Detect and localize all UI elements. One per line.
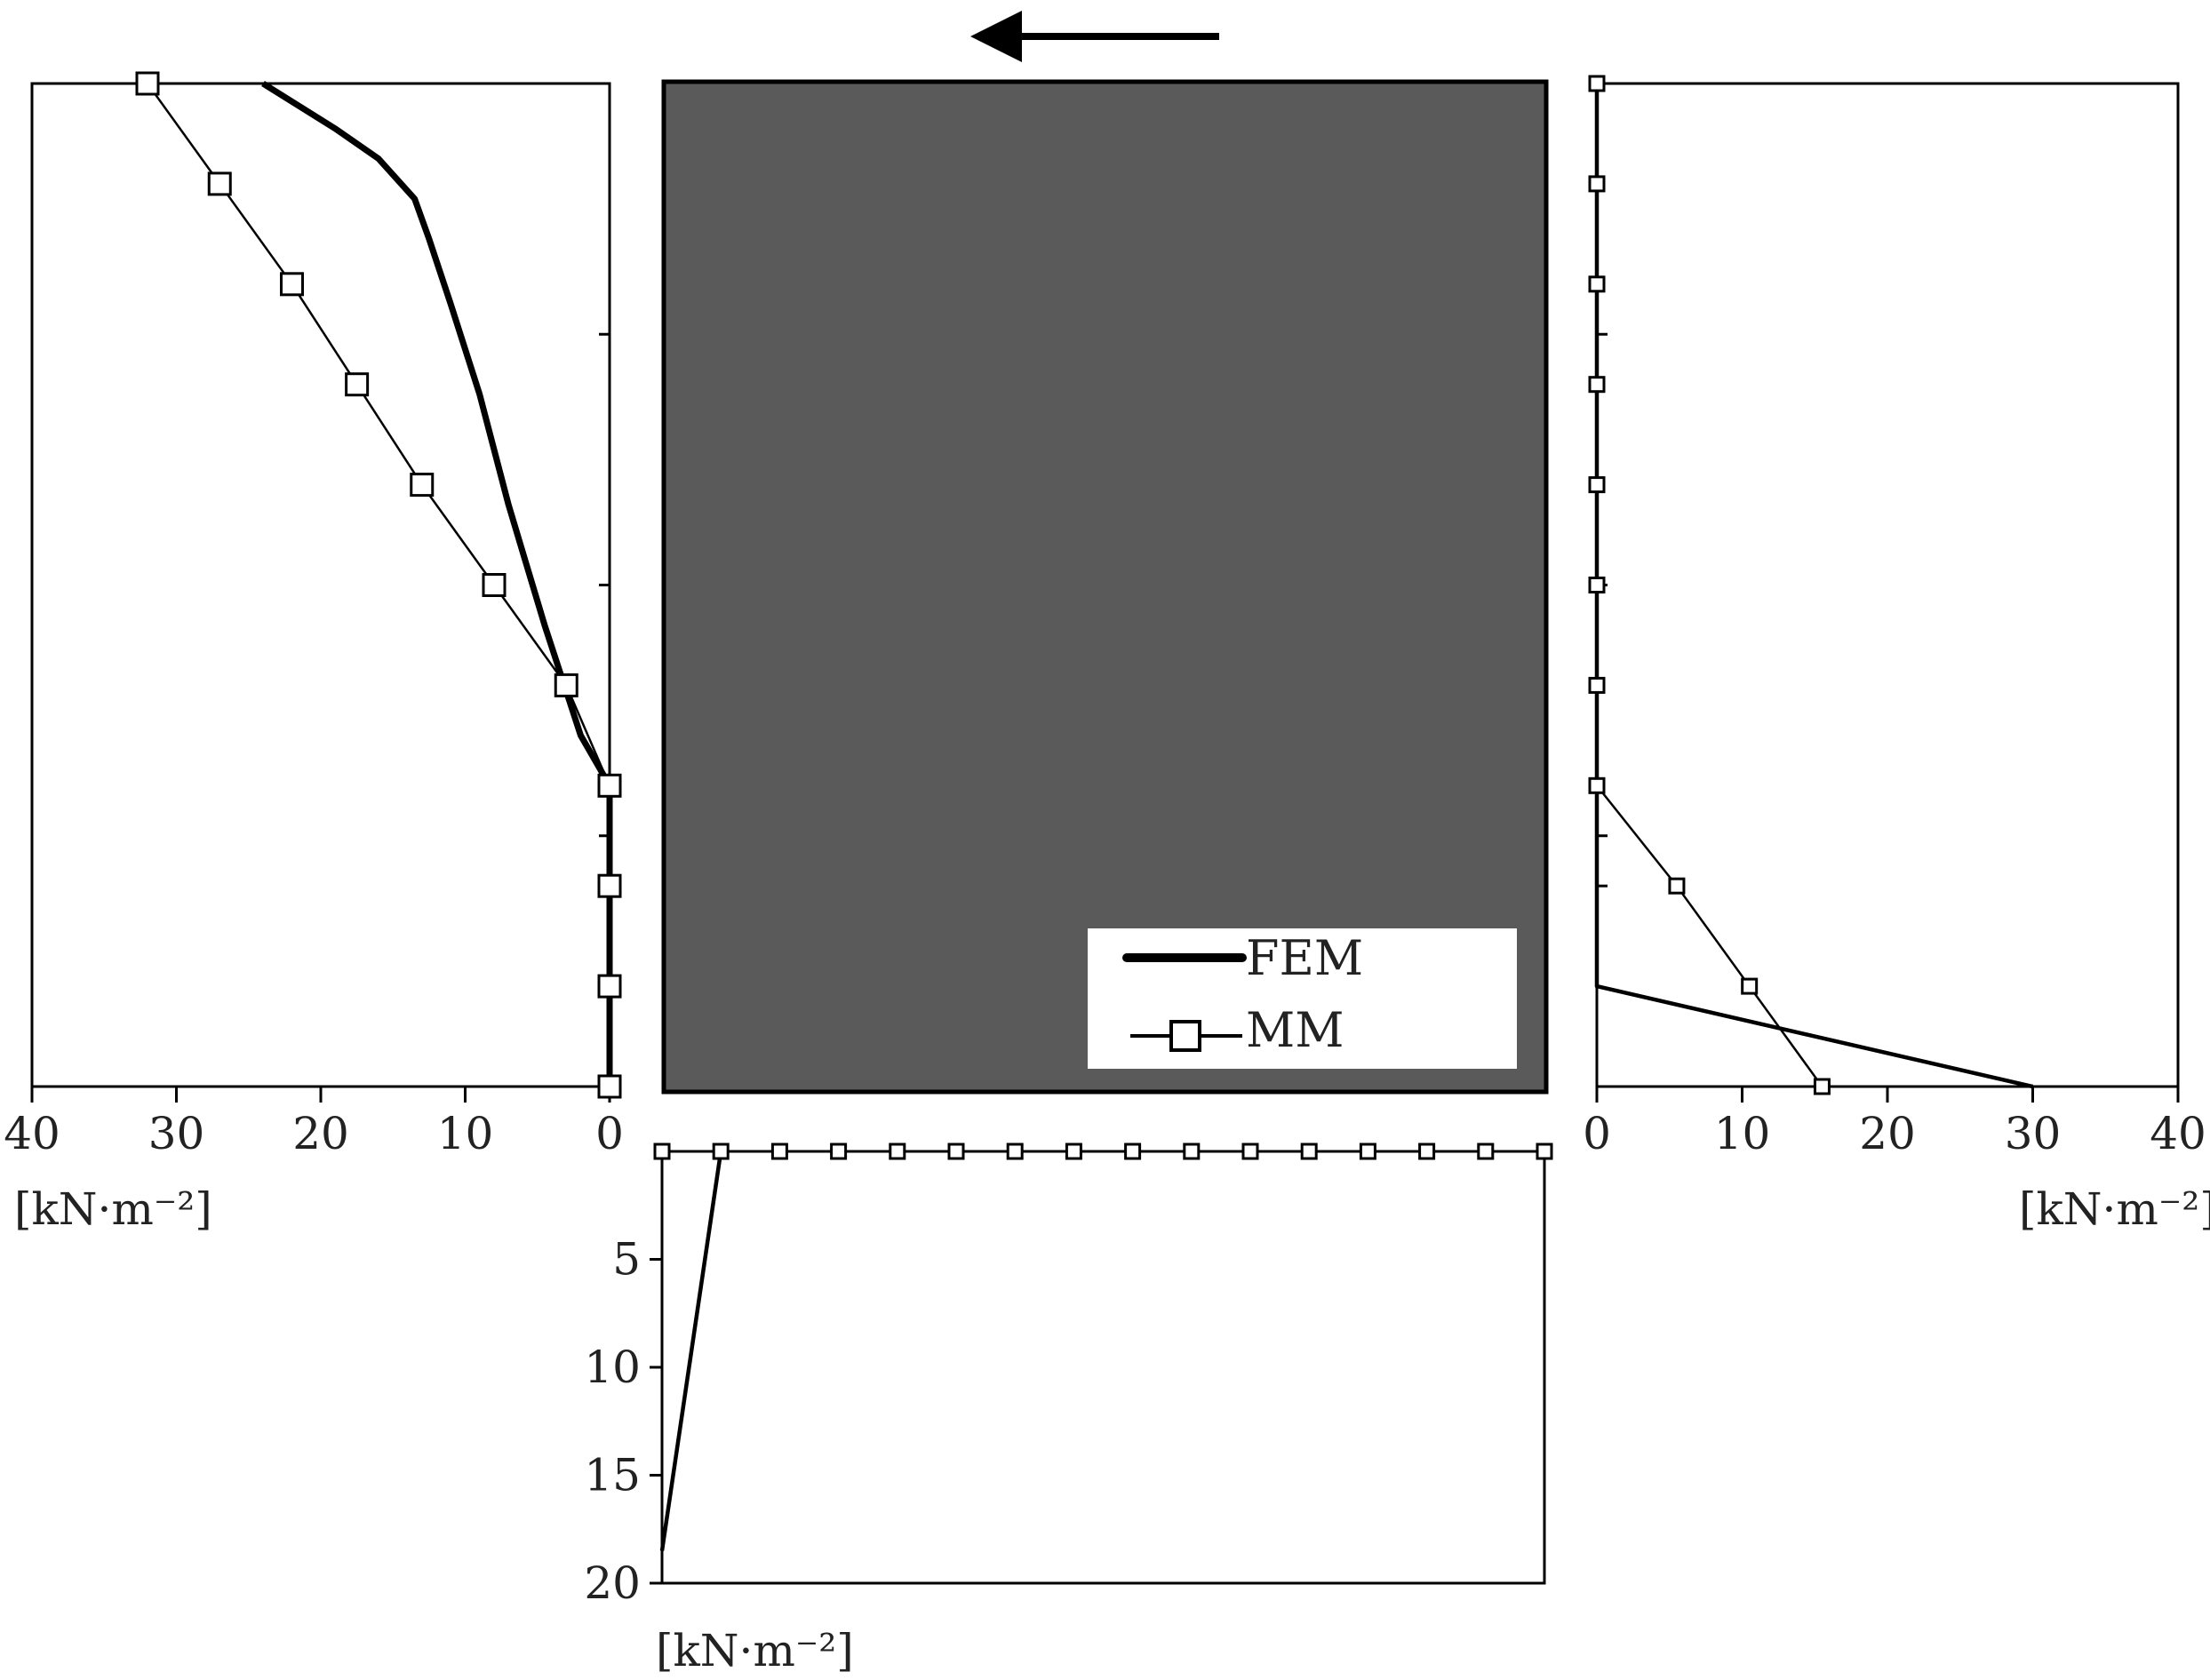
bottom-mm-marker — [1359, 1143, 1376, 1160]
legend: FEM MM — [1088, 928, 1517, 1069]
bottom-unit-label: [kN·m⁻²] — [656, 1625, 854, 1676]
right-series-fem-line — [1594, 84, 2034, 1089]
arrow-left-icon — [970, 11, 1219, 62]
left-unit-label: [kN·m⁻²] — [14, 1183, 212, 1235]
right-mm-marker — [1588, 275, 1606, 293]
right-series-mm-line — [1595, 84, 1823, 1087]
left-plot-frame — [30, 82, 611, 1088]
block-body — [661, 79, 1549, 1095]
right-x-tick-label: 20 — [1859, 1108, 1916, 1159]
right-x-tick-label: 0 — [1583, 1108, 1611, 1159]
left-mm-marker — [554, 673, 578, 697]
right-mm-marker — [1588, 75, 1606, 92]
bottom-mm-marker — [1065, 1143, 1082, 1160]
left-pressure-chart: 40 30 20 10 0 [kN·m⁻²] — [4, 71, 624, 1235]
left-x-tick-label: 30 — [148, 1108, 205, 1159]
bottom-pressure-chart: 5 10 15 20 [kN·m⁻²] — [584, 1143, 1553, 1676]
right-x-tick-label: 40 — [2150, 1108, 2206, 1159]
bottom-y-tick-label: 20 — [584, 1557, 641, 1609]
right-mm-marker — [1668, 877, 1686, 895]
bottom-series-fem-line — [659, 1151, 723, 1551]
right-pressure-chart: 0 10 20 30 40 [kN·m⁻²] — [1583, 75, 2210, 1235]
bottom-mm-marker — [1300, 1143, 1318, 1160]
legend-mm-label: MM — [1246, 1002, 1344, 1058]
bottom-mm-marker — [889, 1143, 906, 1160]
left-mm-marker — [280, 272, 304, 297]
bottom-mm-marker — [1477, 1143, 1495, 1160]
bottom-mm-marker — [830, 1143, 848, 1160]
right-mm-marker — [1588, 577, 1606, 593]
right-mm-marker — [1588, 376, 1606, 394]
bottom-mm-marker — [712, 1143, 730, 1160]
left-x-tick-label: 10 — [437, 1108, 494, 1159]
right-mm-marker — [1588, 476, 1606, 494]
bottom-y-tick-label: 10 — [584, 1342, 641, 1393]
right-x-tick-label: 30 — [2005, 1108, 2062, 1159]
left-mm-marker — [597, 873, 622, 898]
left-mm-marker — [207, 171, 232, 196]
right-x-tick-label: 10 — [1714, 1108, 1771, 1159]
bottom-mm-marker — [1183, 1143, 1201, 1160]
bottom-mm-marker — [1124, 1143, 1142, 1160]
bottom-mm-marker — [1006, 1143, 1024, 1160]
bottom-mm-marker — [947, 1143, 965, 1160]
right-mm-marker — [1588, 776, 1606, 794]
bottom-mm-marker — [1536, 1143, 1553, 1160]
left-mm-marker — [597, 1074, 622, 1099]
right-mm-marker — [1588, 175, 1606, 193]
left-mm-marker — [597, 773, 622, 798]
left-x-tick-label: 20 — [292, 1108, 349, 1159]
right-plot-frame — [1595, 82, 2180, 1088]
left-series-fem-line — [261, 81, 613, 1087]
bottom-y-tick-label: 5 — [612, 1234, 641, 1286]
bottom-mm-marker — [770, 1143, 788, 1160]
bottom-mm-marker — [1418, 1143, 1436, 1160]
right-mm-marker — [1741, 977, 1759, 995]
bottom-mm-marker — [1241, 1143, 1259, 1160]
bottom-mm-marker — [653, 1143, 671, 1160]
left-x-tick-label: 0 — [595, 1108, 624, 1159]
left-mm-marker — [482, 573, 507, 597]
left-mm-marker — [135, 71, 160, 96]
legend-fem-label: FEM — [1246, 930, 1363, 986]
legend-mm-swatch-marker — [1169, 1020, 1201, 1052]
legend-box — [1088, 928, 1517, 1069]
right-mm-marker — [1588, 676, 1606, 694]
left-series-mm-line — [146, 83, 611, 1087]
left-mm-marker — [345, 372, 370, 397]
left-mm-marker — [597, 974, 622, 999]
right-unit-label: [kN·m⁻²] — [2019, 1183, 2210, 1235]
right-mm-marker — [1813, 1078, 1831, 1095]
bottom-y-tick-label: 15 — [584, 1450, 641, 1501]
left-mm-marker — [410, 473, 435, 498]
bottom-plot-frame — [660, 1150, 1546, 1585]
left-x-tick-label: 40 — [4, 1108, 60, 1159]
